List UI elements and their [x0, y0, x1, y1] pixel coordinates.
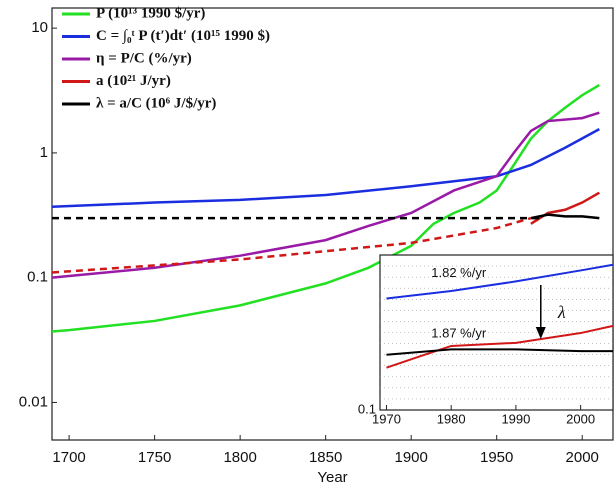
series-line [530, 213, 600, 220]
x-tick-label: 2000 [566, 411, 595, 426]
legend-label: P (10¹³ 1990 $/yr) [96, 5, 205, 21]
x-tick-label: 1900 [394, 449, 427, 466]
arrow-head [535, 327, 546, 339]
legend-label: λ = a/C (10⁶ J/$/yr) [96, 95, 216, 111]
series-line [386, 348, 613, 356]
x-tick-label: 1970 [372, 411, 401, 426]
y-tick-label: 10 [31, 19, 48, 36]
annotation: λ [557, 302, 566, 322]
series-line [386, 324, 614, 369]
x-tick-label: 1850 [309, 449, 342, 466]
y-tick-label: 0.1 [27, 269, 48, 286]
legend-label: C = ∫₀ᵗ P (t′)dt′ (10¹⁵ 1990 $) [96, 28, 270, 44]
x-tick-label: 1950 [480, 449, 513, 466]
x-tick-label: 1800 [223, 449, 256, 466]
y-tick-label: 0.01 [19, 393, 48, 410]
y-tick-label: 0.1 [358, 401, 376, 416]
x-axis-label: Year [317, 469, 347, 486]
y-tick-label: 1 [40, 144, 48, 161]
series-line [51, 83, 600, 333]
annotation: 1.87 %/yr [431, 325, 487, 340]
x-tick-label: 1750 [138, 449, 171, 466]
series-line [51, 111, 600, 279]
legend-label: a (10²¹ J/yr) [96, 73, 171, 89]
x-tick-label: 1980 [437, 411, 466, 426]
series-line [51, 216, 532, 274]
series-line [386, 263, 614, 300]
x-tick-label: 1990 [501, 411, 530, 426]
series-line [51, 128, 600, 209]
legend-label: η = P/C (%/yr) [96, 50, 192, 66]
annotation: 1.82 %/yr [431, 265, 487, 280]
x-tick-label: 2000 [566, 449, 599, 466]
x-tick-label: 1700 [52, 449, 85, 466]
